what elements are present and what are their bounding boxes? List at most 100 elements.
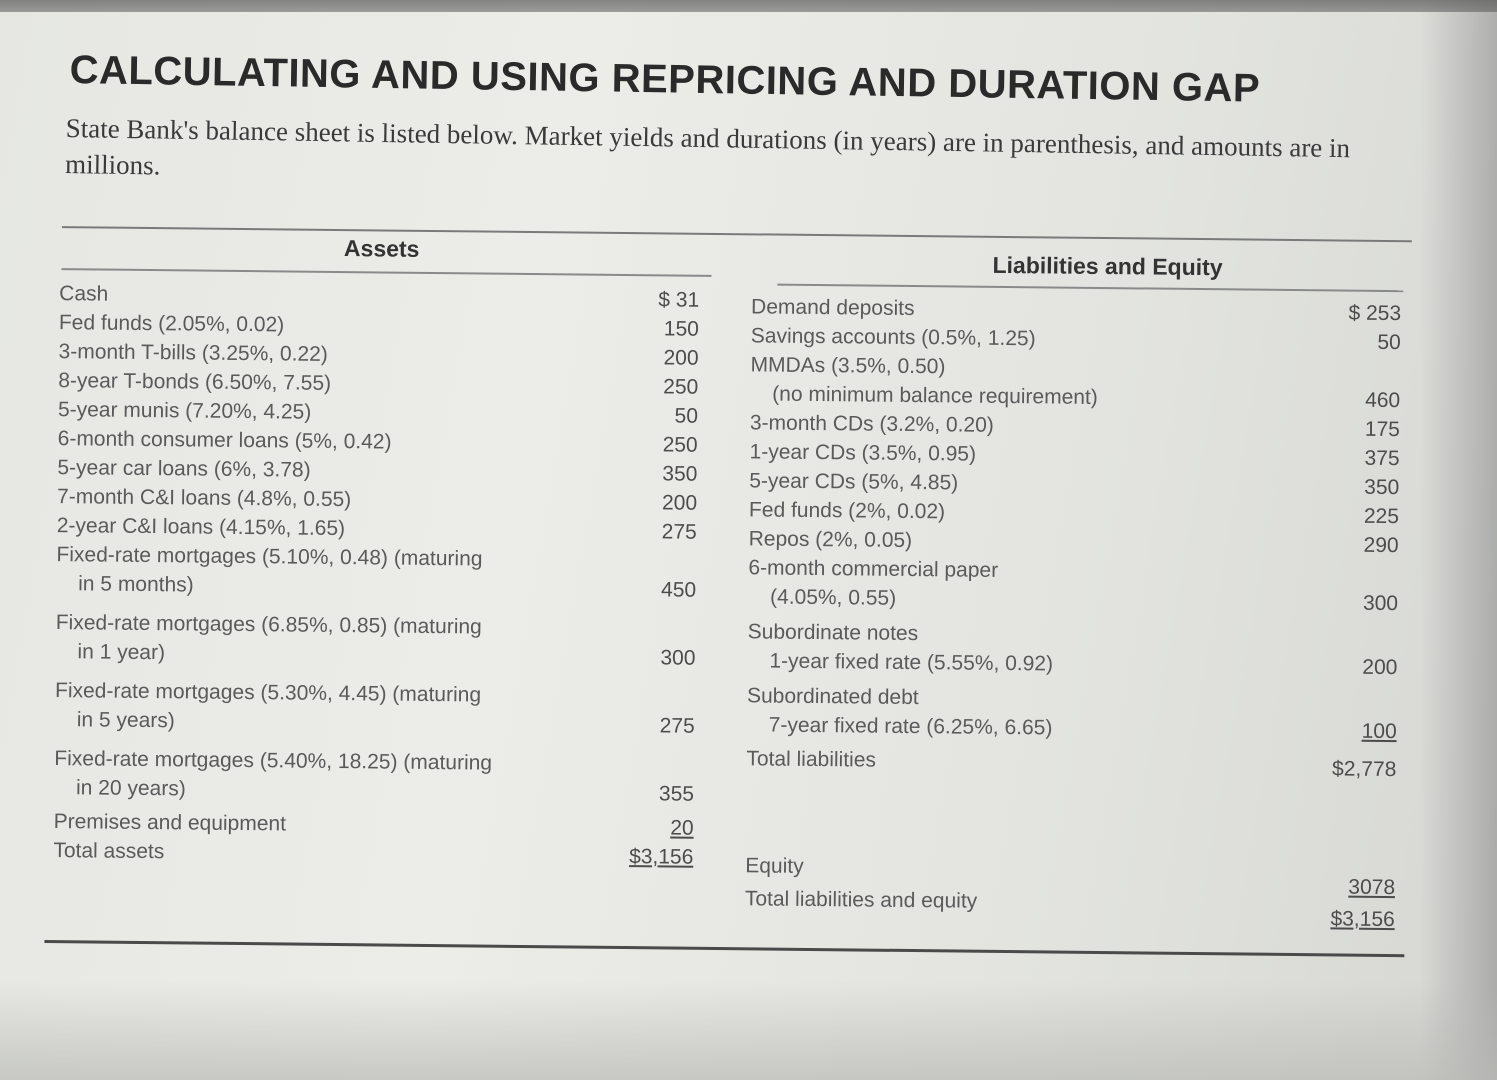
asset-label-continued: in 5 years) <box>76 708 175 733</box>
liability-row: Subordinate notes <box>748 620 919 646</box>
total-liabilities-row: Total liabilities <box>746 747 876 772</box>
asset-amount: 150 <box>663 317 700 341</box>
asset-amount: 50 <box>674 404 699 428</box>
liability-label: Subordinated debt <box>746 684 919 710</box>
assets-header-rule <box>61 268 712 277</box>
asset-label-continued: in 5 months) <box>78 572 194 597</box>
liability-amount: 200 <box>1362 655 1398 680</box>
asset-label-continued: in 1 year) <box>77 640 166 665</box>
assets-header: Assets <box>343 235 420 262</box>
asset-amount: 250 <box>662 433 698 457</box>
liability-row: Fed funds (2%, 0.02) <box>749 498 945 524</box>
asset-row: Fed funds (2.05%, 0.02) <box>59 311 285 337</box>
asset-label: 2-year C&I loans (4.15%, 1.65) <box>56 514 346 541</box>
asset-row: Fixed-rate mortgages (5.30%, 4.45) (matu… <box>55 679 481 707</box>
liability-amount: 460 <box>1365 388 1401 413</box>
asset-label-continued: in 20 years) <box>75 776 186 801</box>
asset-amount: 350 <box>662 462 698 486</box>
asset-row: Fixed-rate mortgages (6.85%, 0.85) (matu… <box>56 611 482 639</box>
asset-label: Premises and equipment <box>53 810 287 836</box>
table-bottom-rule <box>44 939 1405 958</box>
liability-row: Repos (2%, 0.05) <box>749 527 913 553</box>
equity-row: Equity <box>745 854 804 879</box>
total-assets-row: Total assets <box>53 839 164 864</box>
liability-label-continued: (4.05%, 0.55) <box>769 585 897 610</box>
liability-label-continued: 1-year fixed rate (5.55%, 0.92) <box>769 649 1054 676</box>
asset-label: Fixed-rate mortgages (6.85%, 0.85) (matu… <box>55 611 482 639</box>
liability-row: MMDAs (3.5%, 0.50) <box>750 353 945 379</box>
liability-amount: 50 <box>1377 330 1401 355</box>
liability-label: Total liabilities <box>746 747 877 772</box>
asset-label: 6-month consumer loans (5%, 0.42) <box>57 427 392 454</box>
asset-row-continued: in 20 years) <box>54 776 186 801</box>
liability-amount: 100 <box>1361 719 1397 744</box>
liability-label-continued: (no minimum balance requirement) <box>772 382 1098 409</box>
liability-row: 3-month CDs (3.2%, 0.20) <box>750 411 994 438</box>
liability-amount: 350 <box>1364 475 1400 500</box>
liability-label-continued: 7-year fixed rate (6.25%, 6.65) <box>768 713 1053 740</box>
asset-amount: 275 <box>661 520 697 544</box>
asset-row: 8-year T-bonds (6.50%, 7.55) <box>58 369 331 396</box>
liability-amount: 225 <box>1363 504 1400 529</box>
page-title: CALCULATING AND USING REPRICING AND DURA… <box>69 48 1261 111</box>
asset-row-cash: Cash <box>59 282 108 307</box>
asset-row: Fixed-rate mortgages (5.10%, 0.48) (matu… <box>56 543 482 571</box>
asset-row: 5-year car loans (6%, 3.78) <box>57 456 311 483</box>
asset-row: Premises and equipment <box>54 810 287 836</box>
liability-row: 5-year CDs (5%, 4.85) <box>749 469 958 495</box>
asset-label: Fixed-rate mortgages (5.10%, 0.48) (matu… <box>56 543 483 571</box>
total-liabilities-equity-amount: $3,156 <box>1330 907 1395 932</box>
asset-amount: 200 <box>663 346 699 370</box>
asset-amount: 300 <box>660 646 696 670</box>
liability-amount: 290 <box>1363 533 1399 558</box>
liability-label: Savings accounts (0.5%, 1.25) <box>750 324 1036 351</box>
asset-row-continued: in 5 years) <box>55 708 175 733</box>
asset-amount: 200 <box>661 491 698 515</box>
liability-label: Equity <box>745 854 804 878</box>
asset-label: Fixed-rate mortgages (5.30%, 4.45) (matu… <box>54 679 482 707</box>
liability-label: 6-month commercial paper <box>748 556 999 582</box>
liability-label: Fed funds (2%, 0.02) <box>748 498 946 524</box>
asset-label: 5-year car loans (6%, 3.78) <box>57 456 311 482</box>
top-rule <box>0 0 1497 12</box>
liability-amount: 300 <box>1362 591 1399 616</box>
asset-row-continued: in 1 year) <box>55 640 165 665</box>
asset-row: Fixed-rate mortgages (5.40%, 18.25) (mat… <box>54 747 492 776</box>
liability-row-continued: (no minimum balance requirement) <box>750 382 1098 410</box>
asset-amount: 355 <box>658 782 695 806</box>
liability-label: MMDAs (3.5%, 0.50) <box>750 353 946 379</box>
liability-label: 3-month CDs (3.2%, 0.20) <box>749 411 994 437</box>
page-edge-shadow <box>1420 0 1497 1080</box>
bottom-fade <box>0 980 1497 1080</box>
liability-label: Repos (2%, 0.05) <box>748 527 913 553</box>
liability-label: 1-year CDs (3.5%, 0.95) <box>749 440 977 466</box>
asset-label: 5-year munis (7.20%, 4.25) <box>57 398 312 424</box>
liability-row-continued: 7-year fixed rate (6.25%, 6.65) <box>747 713 1053 740</box>
liability-amount: $ 253 <box>1348 301 1402 326</box>
liability-label: Total liabilities and equity <box>744 887 978 913</box>
asset-label: Total assets <box>53 839 165 864</box>
liability-row: Subordinated debt <box>747 684 919 710</box>
liability-amount: 175 <box>1364 417 1400 442</box>
asset-amount: 250 <box>663 375 699 399</box>
equity-amount: 3078 <box>1348 875 1396 900</box>
asset-label: Fixed-rate mortgages (5.40%, 18.25) (mat… <box>54 747 493 775</box>
asset-row: 6-month consumer loans (5%, 0.42) <box>58 427 392 454</box>
asset-row: 2-year C&I loans (4.15%, 1.65) <box>57 514 346 541</box>
balance-sheet-table: Assets Liabilities and Equity Cash $ 31 … <box>44 220 1412 994</box>
asset-label: 7-month C&I loans (4.8%, 0.55) <box>56 485 352 512</box>
total-assets-amount: $3,156 <box>629 845 694 869</box>
liability-label: Subordinate notes <box>747 620 919 646</box>
liability-amount: 375 <box>1364 446 1400 471</box>
asset-label: 8-year T-bonds (6.50%, 7.55) <box>58 369 332 395</box>
asset-amount: 450 <box>660 578 697 602</box>
liability-label: 5-year CDs (5%, 4.85) <box>749 469 959 495</box>
asset-amount: $ 31 <box>658 288 700 312</box>
liabilities-header: Liabilities and Equity <box>992 251 1223 281</box>
intro-paragraph: State Bank's balance sheet is listed bel… <box>64 112 1351 181</box>
asset-amount: 275 <box>659 714 695 738</box>
asset-row: 3-month T-bills (3.25%, 0.22) <box>58 340 328 367</box>
total-liabilities-equity-row: Total liabilities and equity <box>745 887 978 913</box>
liability-row: Demand deposits <box>751 295 915 321</box>
